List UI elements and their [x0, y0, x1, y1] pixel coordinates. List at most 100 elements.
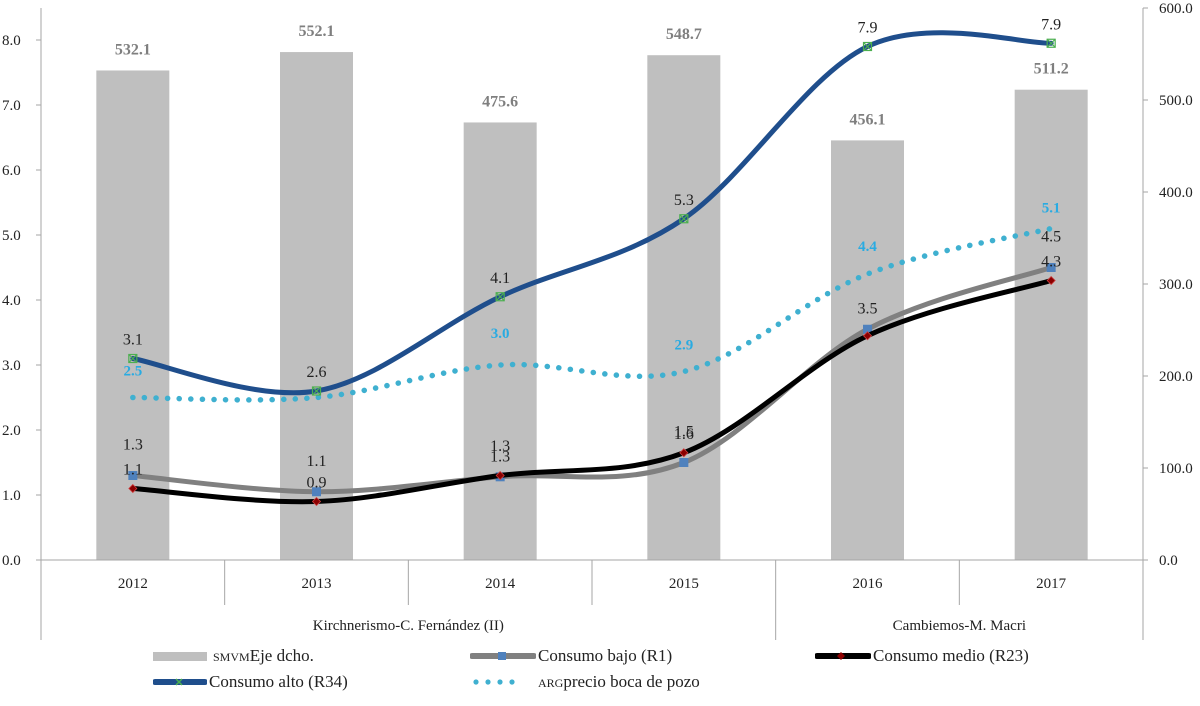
series-line-arg-precio-boca-de-pozo: [130, 225, 1054, 403]
left-axis-tick-label: 5.0: [2, 228, 21, 244]
series-data-label: 7.9: [1041, 16, 1061, 33]
category-label-2017: 2017: [1036, 576, 1067, 592]
bar-data-label: 475.6: [482, 93, 518, 110]
data-point-x-icon: [128, 353, 138, 364]
bar-data-label: 548.7: [666, 26, 702, 43]
data-point-x-icon: [863, 42, 872, 51]
legend-item-smvm: SMVM Eje dcho.: [153, 646, 314, 666]
bars-layer: [96, 52, 1088, 561]
bar-data-label: 511.2: [1034, 61, 1069, 78]
legend-label: Consumo medio (R23): [873, 646, 1029, 665]
series-data-label: 4.5: [1041, 229, 1061, 246]
data-point-x-icon: [862, 41, 873, 52]
left-axis-tick-label: 0.0: [2, 553, 21, 569]
data-point-x-icon: [128, 354, 138, 363]
lines-layer: [128, 30, 1056, 507]
group-label: Cambiemos-M. Macri: [893, 618, 1026, 634]
data-point-square-icon: [1046, 263, 1056, 272]
legend-item-consumo-alto: Consumo alto (R34): [153, 672, 348, 692]
data-point-diamond-icon: [679, 448, 689, 458]
bar-2014: [463, 122, 537, 560]
right-axis-tick-label: 300.0: [1159, 277, 1193, 293]
data-point-x-icon: [495, 292, 505, 302]
data-point-x-icon: [679, 214, 689, 224]
left-axis-tick-label: 3.0: [2, 358, 21, 374]
legend-label: Consumo alto (R34): [209, 672, 348, 691]
legend: SMVM Eje dcho. Consumo bajo (R1) Consumo…: [0, 640, 1200, 706]
series-data-label: 1.3: [490, 438, 510, 455]
series-data-label: 1.1: [123, 462, 143, 479]
series-data-label: 7.9: [858, 20, 878, 37]
data-point-x-icon: [495, 292, 505, 302]
series-line-consumo-medio-r23: [130, 278, 1054, 505]
legend-swatch-dotted-line-icon: [473, 679, 515, 685]
axes-layer: [36, 7, 1148, 640]
group-label: Kirchnerismo-C. Fernández (II): [313, 618, 504, 634]
right-axis-tick-label: 500.0: [1159, 93, 1193, 109]
data-point-diamond-icon: [128, 483, 138, 494]
right-axis-tick-label: 0.0: [1159, 553, 1178, 569]
series-data-label: 2.9: [674, 338, 693, 354]
data-point-x-icon: [1046, 38, 1056, 48]
legend-label: precio boca de pozo: [563, 672, 700, 691]
category-label-2016: 2016: [853, 576, 884, 592]
series-data-label: 1.3: [490, 449, 510, 466]
legend-swatch-x-line-icon: [153, 678, 207, 686]
data-point-diamond-icon: [862, 331, 873, 341]
data-point-diamond-icon: [311, 496, 322, 507]
data-point-square-icon: [312, 487, 321, 497]
series-line-consumo-bajo-r1: [130, 265, 1054, 495]
bar-data-label: 456.1: [850, 111, 886, 128]
series-data-label: 5.3: [674, 192, 694, 209]
series-data-label: 4.4: [858, 239, 877, 255]
legend-prefix: SMVM: [213, 646, 250, 665]
series-data-label: 5.1: [1042, 201, 1061, 217]
series-data-label: 4.3: [1041, 254, 1061, 271]
bar-2013: [280, 52, 353, 561]
series-data-label: 1.6: [674, 426, 694, 443]
data-point-x-icon: [311, 386, 322, 396]
category-label-2015: 2015: [669, 576, 699, 592]
left-axis-tick-label: 2.0: [2, 423, 21, 439]
right-axis-tick-label: 100.0: [1159, 461, 1193, 477]
data-point-x-icon: [1046, 38, 1056, 48]
series-data-label: 3.5: [858, 300, 878, 317]
data-point-square-icon: [863, 324, 872, 334]
bar-data-label: 552.1: [299, 23, 335, 40]
labels-layer: 532.1 552.1 475.6 548.7 456.1 511.2 0.0 1.0 2.0 3…: [2, 1, 1193, 634]
series-data-label: 1.1: [307, 453, 327, 470]
legend-item-consumo-bajo: Consumo bajo (R1): [470, 646, 672, 666]
right-axis-tick-label: 200.0: [1159, 369, 1193, 385]
bar-2017: [1014, 89, 1088, 561]
series-data-label: 1.5: [674, 424, 694, 441]
series-data-label: 0.9: [307, 475, 327, 492]
series-data-label: 2.6: [307, 364, 327, 381]
legend-prefix: ARG: [538, 672, 564, 691]
legend-swatch-bar-icon: [153, 652, 207, 661]
left-axis-tick-label: 1.0: [2, 488, 21, 504]
legend-item-consumo-medio: Consumo medio (R23): [815, 646, 1029, 666]
data-point-x-icon: [312, 386, 321, 396]
data-point-square-icon: [128, 471, 138, 480]
data-point-x-icon: [679, 214, 689, 224]
series-data-label: 2.5: [123, 364, 142, 380]
chart: 532.1 552.1 475.6 548.7 456.1 511.2 0.0 1.0 2.0 3…: [2, 1, 1193, 640]
data-point-square-icon: [679, 458, 689, 467]
category-label-2014: 2014: [485, 576, 516, 592]
legend-label: Eje dcho.: [249, 646, 314, 665]
legend-item-arg-precio: ARG precio boca de pozo: [470, 672, 700, 692]
series-line-consumo-alto-r34: [130, 30, 1054, 396]
data-point-diamond-icon: [495, 470, 505, 481]
bar-2015: [647, 55, 721, 561]
series-data-label: 4.1: [490, 270, 510, 287]
legend-swatch-square-line-icon: [470, 652, 536, 660]
left-axis-tick-label: 4.0: [2, 293, 21, 309]
series-data-label: 3.1: [123, 332, 143, 349]
left-axis-tick-label: 7.0: [2, 98, 21, 114]
series-data-label: 1.3: [123, 437, 143, 454]
left-axis-tick-label: 8.0: [2, 33, 21, 49]
data-point-diamond-icon: [1046, 275, 1056, 286]
right-axis-tick-label: 600.0: [1159, 1, 1193, 17]
legend-label: Consumo bajo (R1): [538, 646, 673, 665]
left-axis-tick-label: 6.0: [2, 163, 21, 179]
